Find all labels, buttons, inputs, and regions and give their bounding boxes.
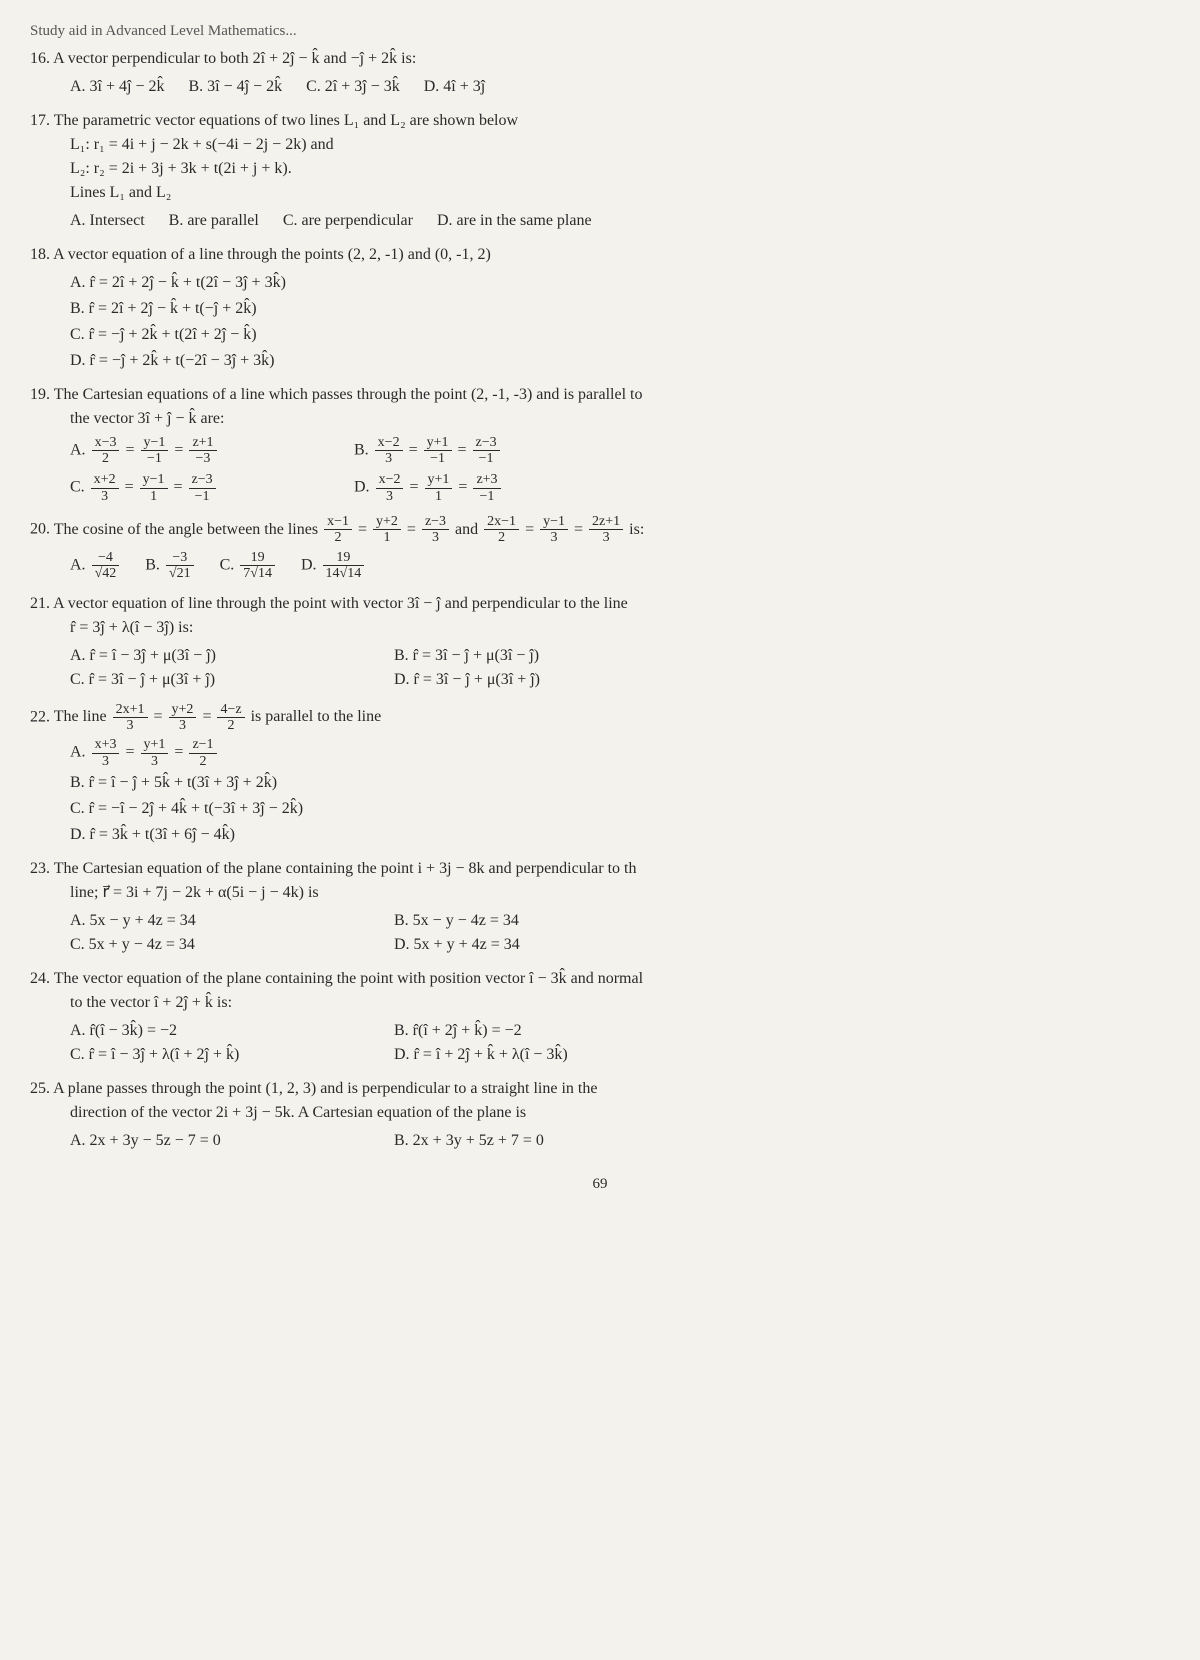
option: C. r̂ = −ĵ + 2k̂ + t(2î + 2ĵ − k̂)	[70, 323, 1170, 347]
question: 22. The line 2x+13 = y+23 = 4−z2 is para…	[30, 702, 1170, 848]
question: 24. The vector equation of the plane con…	[30, 967, 1170, 1067]
option: A. r̂ = î − 3ĵ + μ(3î − ĵ)	[70, 644, 370, 668]
question: 21. A vector equation of line through th…	[30, 592, 1170, 692]
option: D. r̂ = −ĵ + 2k̂ + t(−2î − 3ĵ + 3k̂)	[70, 349, 1170, 373]
page-number: 69	[30, 1173, 1170, 1196]
options: A. r̂ = î − 3ĵ + μ(3î − ĵ) B. r̂ = 3î − ĵ…	[70, 644, 1170, 692]
option: A. −4√42	[70, 550, 121, 582]
question-line: the vector 3î + ĵ − k̂ are:	[70, 407, 1170, 431]
option: B. −3√21	[145, 550, 195, 582]
question-number: 22.	[30, 708, 54, 725]
question-line: L₁: r₁ = 4i + j − 2k + s(−4i − 2j − 2k) …	[70, 133, 1170, 157]
question-number: 19.	[30, 386, 54, 403]
option: C. r̂ = −î − 2ĵ + 4k̂ + t(−3î + 3ĵ − 2k̂…	[70, 797, 1170, 821]
question-text: The parametric vector equations of two l…	[54, 112, 518, 129]
question-text: A vector equation of line through the po…	[53, 595, 628, 612]
option: A. x+33 = y+13 = z−12	[70, 737, 1170, 769]
options: A. x+33 = y+13 = z−12B. r̂ = î − ĵ + 5k̂…	[70, 737, 1170, 847]
question-line: r̂ = 3ĵ + λ(î − 3ĵ) is:	[70, 616, 1170, 640]
option: A. r̂ = 2î + 2ĵ − k̂ + t(2î − 3ĵ + 3k̂)	[70, 271, 1170, 295]
option: C. 5x + y − 4z = 34	[70, 933, 370, 957]
option: A. 3î + 4ĵ − 2k̂	[70, 75, 165, 99]
option: C. x+23 = y−11 = z−3−1	[70, 472, 330, 504]
option: C. 197√14	[220, 550, 277, 582]
question-number: 25.	[30, 1080, 53, 1097]
option: A. 2x + 3y − 5z − 7 = 0	[70, 1129, 370, 1153]
option: C. r̂ = î − 3ĵ + λ(î + 2ĵ + k̂)	[70, 1043, 370, 1067]
option: D. 4î + 3ĵ	[424, 75, 485, 99]
header-fragment: Study aid in Advanced Level Mathematics.…	[30, 20, 1170, 43]
question-number: 20.	[30, 521, 54, 538]
option: B. r̂ = 2î + 2ĵ − k̂ + t(−ĵ + 2k̂)	[70, 297, 1170, 321]
option: B. r̂ = 3î − ĵ + μ(3î − ĵ)	[394, 644, 539, 668]
options: A. 3î + 4ĵ − 2k̂ B. 3î − 4ĵ − 2k̂ C. 2î + …	[70, 75, 1170, 99]
options: A. −4√42 B. −3√21 C. 197√14 D. 1914√14	[70, 550, 1170, 582]
options: A. 2x + 3y − 5z − 7 = 0 B. 2x + 3y + 5z +…	[70, 1129, 1170, 1153]
questions-container: 16. A vector perpendicular to both 2î + …	[30, 47, 1170, 1154]
question-number: 24.	[30, 970, 54, 987]
question-line: L₂: r₂ = 2i + 3j + 3k + t(2i + j + k).	[70, 157, 1170, 181]
options: A. r̂ = 2î + 2ĵ − k̂ + t(2î − 3ĵ + 3k̂)B…	[70, 271, 1170, 373]
option: D. r̂ = 3k̂ + t(3î + 6ĵ − 4k̂)	[70, 823, 1170, 847]
option: D. are in the same plane	[437, 209, 592, 233]
option: A. x−32 = y−1−1 = z+1−3	[70, 435, 330, 467]
option: C. 2î + 3ĵ − 3k̂	[306, 75, 400, 99]
options: A. Intersect B. are parallel C. are perpen…	[70, 209, 1170, 233]
question-text: A vector perpendicular to both 2î + 2ĵ −…	[53, 50, 416, 67]
option: D. 1914√14	[301, 550, 366, 582]
question: 20. The cosine of the angle between the …	[30, 514, 1170, 582]
option: A. r̂(î − 3k̂) = −2	[70, 1019, 370, 1043]
question: 19. The Cartesian equations of a line wh…	[30, 383, 1170, 505]
option: B. 3î − 4ĵ − 2k̂	[189, 75, 283, 99]
option: D. r̂ = 3î − ĵ + μ(3î + ĵ)	[394, 668, 540, 692]
question-text: The cosine of the angle between the line…	[54, 521, 645, 538]
question: 23. The Cartesian equation of the plane …	[30, 857, 1170, 957]
option: B. r̂ = î − ĵ + 5k̂ + t(3î + 3ĵ + 2k̂)	[70, 771, 1170, 795]
options: A. r̂(î − 3k̂) = −2 B. r̂(î + 2ĵ + k̂) = …	[70, 1019, 1170, 1067]
question-number: 17.	[30, 112, 54, 129]
question-number: 18.	[30, 246, 53, 263]
question-line: Lines L₁ and L₂	[70, 181, 1170, 205]
option: C. are perpendicular	[283, 209, 413, 233]
option: D. x−23 = y+11 = z+3−1	[354, 472, 503, 504]
option: B. 5x − y − 4z = 34	[394, 909, 519, 933]
option: B. x−23 = y+1−1 = z−3−1	[354, 435, 502, 467]
question-text: The line 2x+13 = y+23 = 4−z2 is parallel…	[54, 708, 381, 725]
options: A. 5x − y + 4z = 34 B. 5x − y − 4z = 34 C.…	[70, 909, 1170, 957]
option: B. r̂(î + 2ĵ + k̂) = −2	[394, 1019, 522, 1043]
question-number: 21.	[30, 595, 53, 612]
option: D. 5x + y + 4z = 34	[394, 933, 520, 957]
option: B. 2x + 3y + 5z + 7 = 0	[394, 1129, 544, 1153]
question: 25. A plane passes through the point (1,…	[30, 1077, 1170, 1153]
option: A. Intersect	[70, 209, 145, 233]
question: 17. The parametric vector equations of t…	[30, 109, 1170, 233]
question-text: The Cartesian equation of the plane cont…	[54, 860, 637, 877]
option: C. r̂ = 3î − ĵ + μ(3î + ĵ)	[70, 668, 370, 692]
options: A. x−32 = y−1−1 = z+1−3 B. x−23 = y+1−1 =…	[70, 435, 1170, 505]
question-line: line; r⃗ = 3i + 7j − 2k + α(5i − j − 4k)…	[70, 881, 1170, 905]
option: A. 5x − y + 4z = 34	[70, 909, 370, 933]
option: D. r̂ = î + 2ĵ + k̂ + λ(î − 3k̂)	[394, 1043, 568, 1067]
option: B. are parallel	[169, 209, 259, 233]
question-text: A vector equation of a line through the …	[53, 246, 491, 263]
question-line: to the vector î + 2ĵ + k̂ is:	[70, 991, 1170, 1015]
question-number: 16.	[30, 50, 53, 67]
question-text: The vector equation of the plane contain…	[54, 970, 643, 987]
question: 18. A vector equation of a line through …	[30, 243, 1170, 373]
question-text: The Cartesian equations of a line which …	[54, 386, 643, 403]
question-number: 23.	[30, 860, 54, 877]
question-line: direction of the vector 2i + 3j − 5k. A …	[70, 1101, 1170, 1125]
question-text: A plane passes through the point (1, 2, …	[53, 1080, 597, 1097]
question: 16. A vector perpendicular to both 2î + …	[30, 47, 1170, 99]
